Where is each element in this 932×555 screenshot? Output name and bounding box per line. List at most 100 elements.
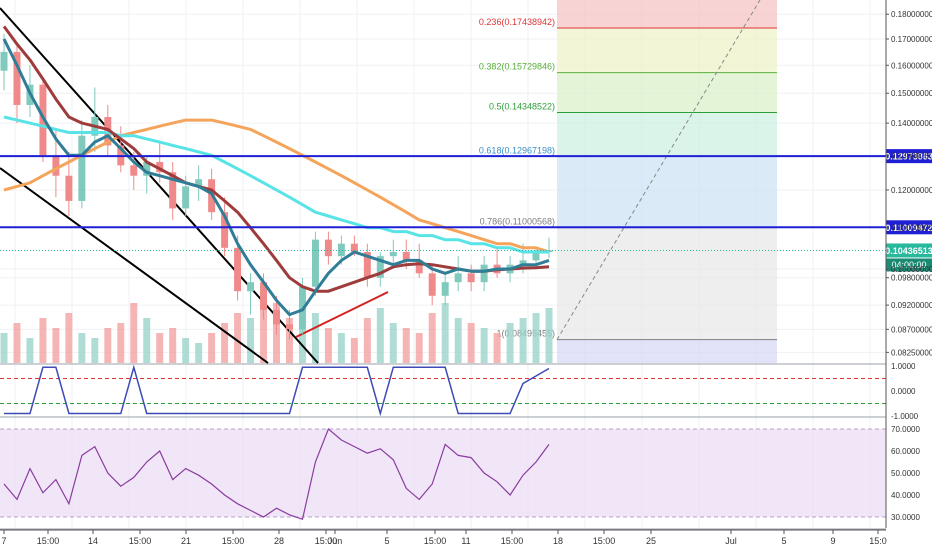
- volume-bar: [39, 318, 47, 363]
- volume-bar: [104, 328, 112, 363]
- volume-bar: [506, 323, 514, 363]
- time-tick-label: 15:00: [315, 536, 338, 546]
- osc-tick-label: 0.0000: [891, 387, 916, 396]
- rsi-tick-label: 40.0000: [891, 491, 920, 500]
- volume-bar: [285, 318, 293, 363]
- candle-body[interactable]: [52, 155, 60, 176]
- time-tick-label: 15:00: [593, 536, 616, 546]
- candle-body[interactable]: [402, 251, 410, 261]
- candle-body[interactable]: [480, 264, 488, 283]
- volume-bar: [169, 328, 177, 363]
- candle-body[interactable]: [13, 51, 21, 105]
- candle-body[interactable]: [143, 161, 151, 176]
- time-tick-label: 15:00: [37, 536, 60, 546]
- candle-body[interactable]: [130, 165, 138, 176]
- candle-body[interactable]: [389, 251, 397, 257]
- candle-body[interactable]: [221, 212, 229, 248]
- price-tick-label: 0.09200000: [891, 301, 932, 310]
- moving-average-line: [2, 38, 550, 317]
- candle-body[interactable]: [376, 256, 384, 278]
- fib-level-label: 0.5(0.14348522): [489, 101, 555, 111]
- price-tick-label: 0.10000000: [891, 265, 932, 274]
- candle-body[interactable]: [182, 186, 190, 209]
- volume-bar: [195, 343, 203, 363]
- candle-body[interactable]: [285, 324, 293, 330]
- volume-bar: [350, 338, 358, 363]
- candle-body[interactable]: [311, 239, 319, 287]
- candle-body[interactable]: [260, 282, 268, 310]
- time-tick-label: 21: [181, 536, 191, 546]
- channel-lower-line[interactable]: [0, 167, 269, 364]
- osc-tick-label: 1.0000: [891, 362, 916, 371]
- horizontal-line-price: 0.12973863: [885, 152, 932, 162]
- oscillator-line: [4, 364, 550, 417]
- volume-bar: [13, 323, 21, 363]
- price-tick-label: 0.17000000: [891, 35, 932, 44]
- time-tick-label: 25: [646, 536, 656, 546]
- candle-body[interactable]: [78, 135, 86, 201]
- time-tick-label: 18: [553, 536, 563, 546]
- candle-body[interactable]: [247, 282, 255, 292]
- fib-zone-band: [557, 0, 777, 28]
- candle-body[interactable]: [0, 51, 8, 71]
- candle-body[interactable]: [337, 243, 345, 257]
- rsi-tick-label: 30.0000: [891, 513, 920, 522]
- moving-average-line: [3, 118, 550, 254]
- volume-bar: [454, 318, 462, 363]
- candle-body[interactable]: [441, 282, 449, 296]
- time-tick-label: Jun: [328, 536, 343, 546]
- rsi-line: [3, 428, 550, 520]
- time-tick-label: 7: [1, 536, 6, 546]
- fib-zone-band: [557, 227, 777, 340]
- moving-averages: [2, 25, 550, 317]
- volume-bar: [480, 328, 488, 363]
- horizontal-lines[interactable]: 0.12973863 0.11009472 0.10436513 04:00:00: [0, 149, 932, 272]
- candle-body[interactable]: [234, 247, 242, 292]
- candle-body[interactable]: [428, 273, 436, 296]
- candle-body[interactable]: [195, 179, 203, 187]
- time-tick-label: 11: [461, 536, 470, 546]
- current-price-value: 0.10436513: [885, 246, 932, 256]
- volume-bar: [143, 318, 151, 363]
- price-tick-label: 0.08700000: [891, 325, 932, 334]
- volume-bar: [519, 318, 527, 363]
- time-tick-label: 15:00: [222, 536, 245, 546]
- candle-body[interactable]: [324, 239, 332, 257]
- time-tick-label: 28: [274, 536, 284, 546]
- volume-bar: [78, 333, 86, 363]
- fib-zone-band: [557, 339, 777, 363]
- time-tick-label: 15:00: [424, 536, 447, 546]
- candle-body[interactable]: [350, 243, 358, 252]
- volume-bar: [311, 313, 319, 363]
- time-tick-label: Jul: [725, 536, 737, 546]
- price-tick-label: 0.18000000: [891, 10, 932, 19]
- horizontal-line-price: 0.11009472: [885, 223, 932, 233]
- candle-body[interactable]: [65, 175, 73, 201]
- volume-bar: [26, 338, 34, 363]
- horizontal-line-tag: [886, 220, 932, 235]
- fib-level-label: 0.618(0.12967198): [479, 145, 555, 155]
- candle-body[interactable]: [415, 260, 423, 274]
- fibonacci-retracement[interactable]: 0.236(0.17438942) 0.382(0.15729846) 0.5(0.…: [479, 0, 777, 363]
- candle-body[interactable]: [169, 172, 177, 209]
- time-tick-label: 5: [384, 536, 389, 546]
- projection-dashed-line: [556, 0, 761, 340]
- price-axis: 0.18000000 0.17000000 0.16000000 0.15000000…: [885, 0, 932, 528]
- osc-tick-label: -1.0000: [891, 412, 919, 421]
- rsi-pane: 70.0000 60.0000 50.0000 40.0000 30.0000: [0, 425, 920, 522]
- candle-body[interactable]: [519, 260, 527, 265]
- candle-body[interactable]: [273, 309, 280, 325]
- candle-body[interactable]: [532, 251, 540, 261]
- volume-bar: [545, 308, 553, 363]
- candle-body[interactable]: [363, 251, 371, 278]
- candle-body[interactable]: [454, 273, 462, 283]
- fib-zone-band: [557, 156, 777, 228]
- volume-bar: [324, 328, 332, 363]
- trend-line[interactable]: [295, 291, 389, 338]
- price-tick-label: 0.13000000: [891, 151, 932, 160]
- volume-bar: [467, 323, 475, 363]
- candle-body[interactable]: [467, 273, 475, 283]
- volume-bar: [117, 323, 125, 363]
- oscillator-pane: 1.0000 0.0000 -1.0000: [0, 362, 919, 421]
